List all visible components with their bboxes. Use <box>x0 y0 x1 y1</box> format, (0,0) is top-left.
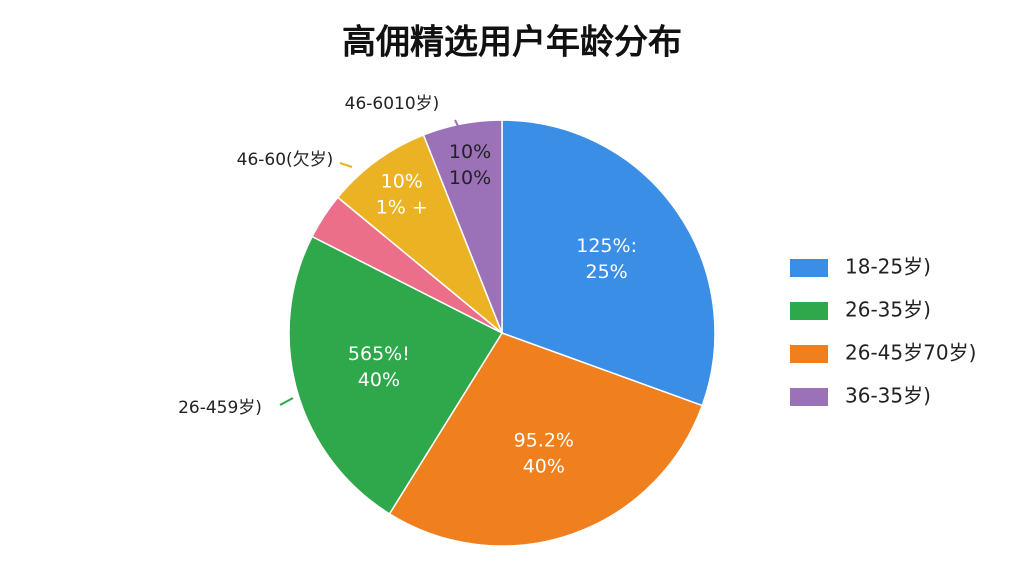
slice-label: 565%! <box>348 343 410 365</box>
annotation: 26-459岁) <box>178 398 262 418</box>
slice-label: 40% <box>358 369 400 391</box>
slice-label: 25% <box>586 261 628 283</box>
legend-label: 36-35岁) <box>845 384 931 408</box>
legend-swatch <box>790 345 828 363</box>
slice-label: 10% <box>449 167 491 189</box>
legend-label: 26-45岁70岁) <box>845 341 976 365</box>
slice-label: 95.2% <box>514 429 574 451</box>
legend-label: 18-25岁) <box>845 255 931 279</box>
annotation: 46-60(欠岁) <box>237 150 334 170</box>
pie-slice <box>388 332 704 547</box>
pie-slice <box>422 119 503 334</box>
pie-slice <box>288 235 504 515</box>
pie-slice <box>336 134 503 334</box>
legend-swatch <box>790 259 828 277</box>
chart-title: 高佣精选用户年龄分布 <box>342 23 682 63</box>
leader-line <box>454 119 461 131</box>
slice-label: 10% <box>449 141 491 163</box>
slice-label: 125%: <box>576 235 637 257</box>
legend-label: 26-35岁) <box>845 298 931 322</box>
annotation: 46-6010岁) <box>345 94 440 114</box>
slice-label: 40% <box>523 455 565 477</box>
legend-swatch <box>790 302 828 320</box>
legend-swatch <box>790 388 828 406</box>
slice-label: 10% <box>381 171 423 193</box>
pie-slice <box>501 119 716 407</box>
leader-line <box>339 162 353 168</box>
slice-label: 1% + <box>376 197 428 219</box>
leader-line <box>279 397 294 406</box>
